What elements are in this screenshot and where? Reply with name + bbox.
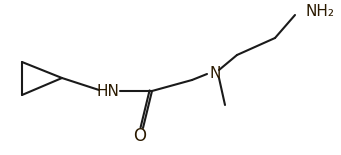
Text: HN: HN — [97, 84, 119, 98]
Text: N: N — [209, 66, 221, 82]
Text: NH₂: NH₂ — [306, 4, 335, 20]
Text: O: O — [133, 127, 147, 145]
